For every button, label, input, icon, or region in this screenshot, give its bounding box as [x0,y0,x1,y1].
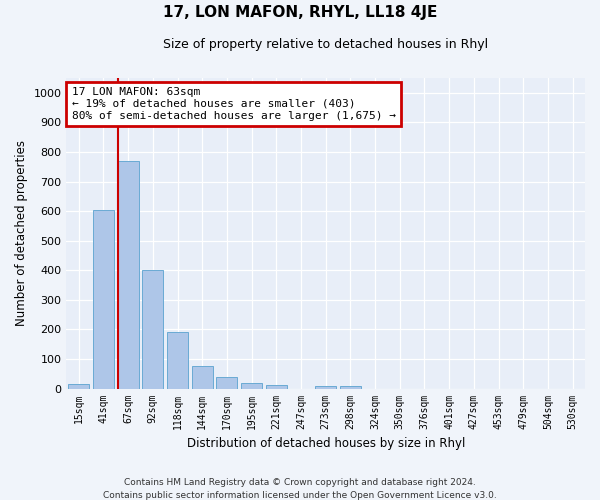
Y-axis label: Number of detached properties: Number of detached properties [15,140,28,326]
Text: Contains HM Land Registry data © Crown copyright and database right 2024.
Contai: Contains HM Land Registry data © Crown c… [103,478,497,500]
Text: 17, LON MAFON, RHYL, LL18 4JE: 17, LON MAFON, RHYL, LL18 4JE [163,6,437,20]
Bar [142,270,163,388]
Bar [340,386,361,388]
Bar [217,378,238,388]
Bar [118,161,139,388]
Bar [266,385,287,388]
Bar [68,384,89,388]
Text: 17 LON MAFON: 63sqm
← 19% of detached houses are smaller (403)
80% of semi-detac: 17 LON MAFON: 63sqm ← 19% of detached ho… [71,88,395,120]
X-axis label: Distribution of detached houses by size in Rhyl: Distribution of detached houses by size … [187,437,465,450]
Bar [315,386,336,388]
Bar [241,383,262,388]
Bar [167,332,188,388]
Bar [93,210,114,388]
Title: Size of property relative to detached houses in Rhyl: Size of property relative to detached ho… [163,38,488,51]
Bar [192,366,213,388]
